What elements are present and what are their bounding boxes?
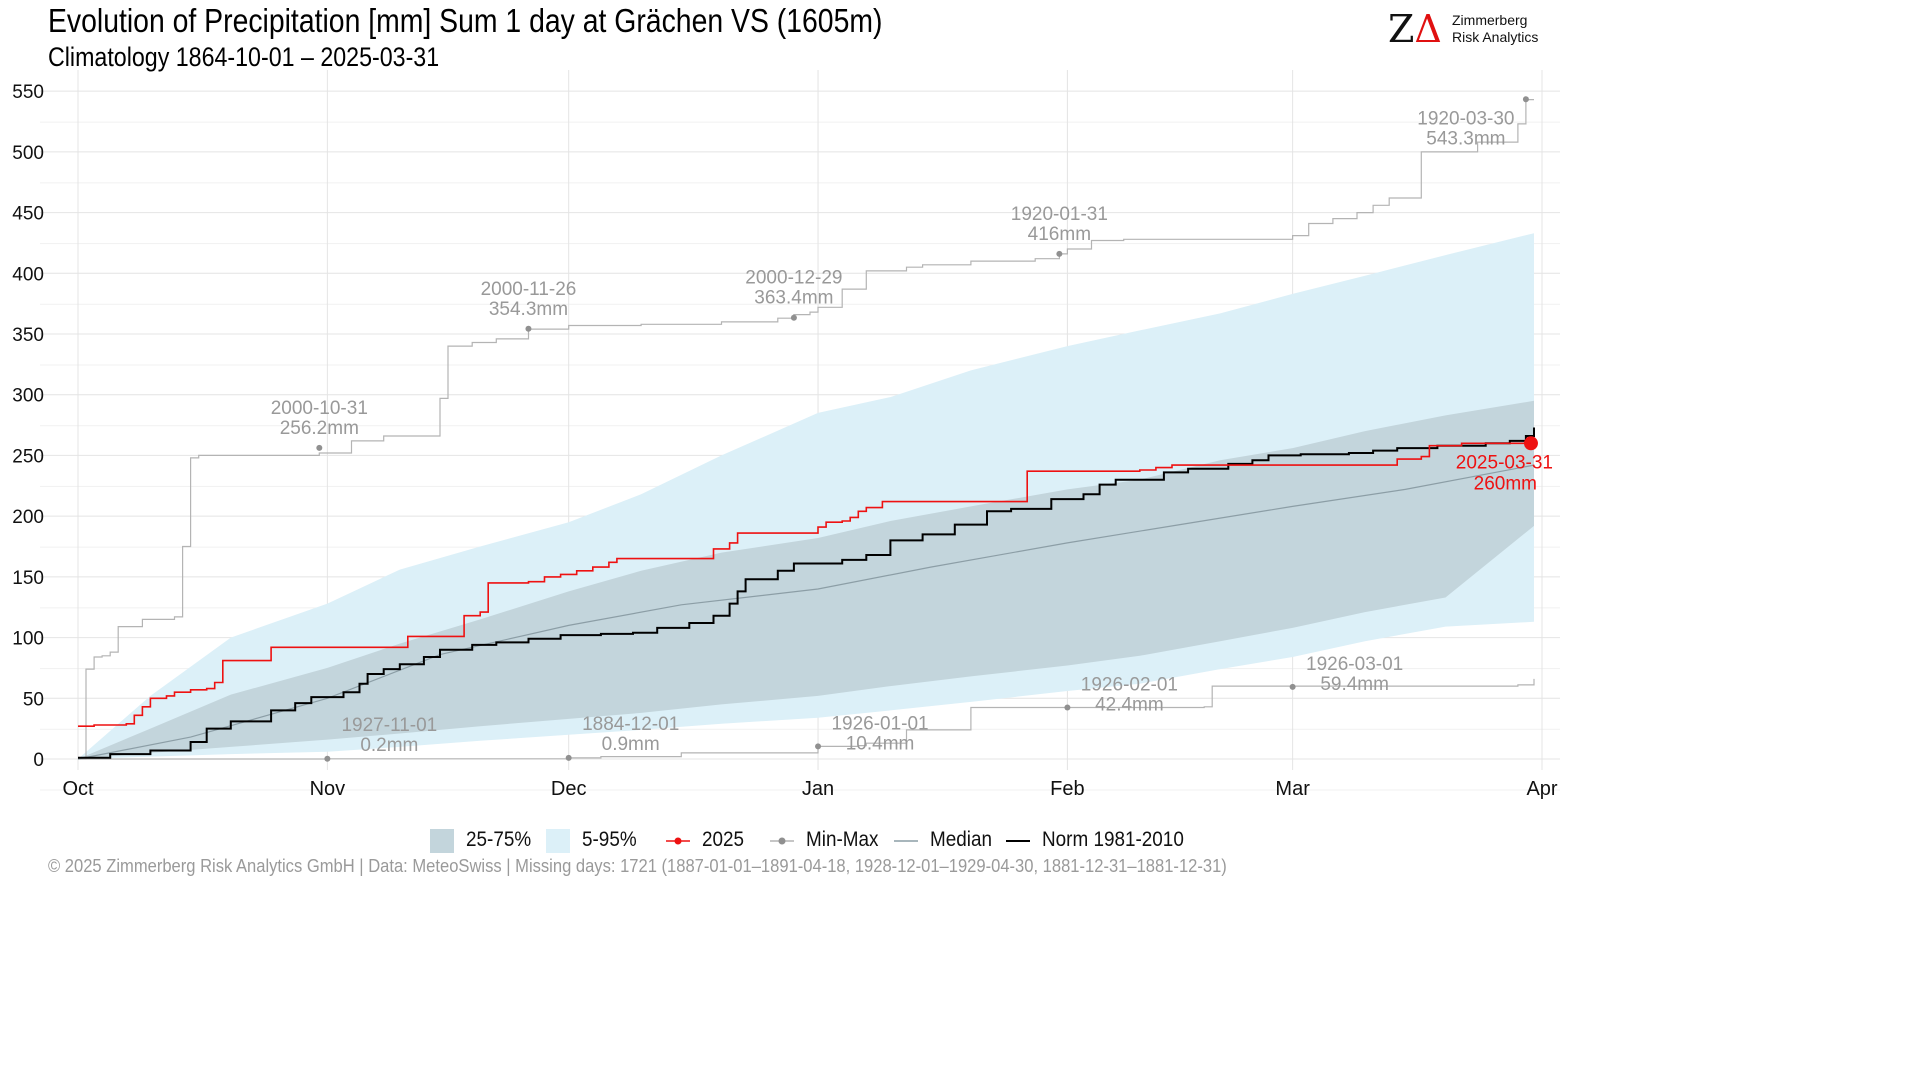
y-tick-label: 250: [12, 446, 44, 467]
minmax-point: [1064, 704, 1071, 711]
minmax-point: [316, 444, 323, 451]
norm-line: [78, 427, 1535, 759]
annotation-value: 59.4mm: [1320, 674, 1389, 695]
legend-key-icon: [666, 837, 690, 845]
annotation-date: 2000-11-26: [481, 279, 577, 300]
y-tick-label: 150: [12, 568, 44, 589]
band-25-75: [78, 400, 1534, 759]
annotation-date: 1884-12-01: [582, 714, 679, 735]
minmax-point: [1056, 250, 1063, 257]
x-tick-label: Oct: [62, 778, 94, 800]
legend-dot: [778, 837, 786, 845]
annotation-date: 1926-02-01: [1081, 675, 1178, 696]
y-tick-label: 550: [12, 82, 44, 103]
annotation-date: 2000-12-29: [745, 268, 842, 289]
annotation-date: 1926-03-01: [1306, 654, 1403, 675]
y-tick-label: 450: [12, 204, 44, 225]
legend-label: Min-Max: [806, 828, 879, 851]
annotation-date: 1920-03-30: [1417, 108, 1514, 129]
y-tick-label: 200: [12, 507, 44, 528]
annotation-value: 42.4mm: [1095, 695, 1164, 716]
annotation-value: 543.3mm: [1426, 128, 1505, 149]
axes: 0 50 100 150 200 250 300 350 400 450 500 550 Oct Nov D…: [12, 82, 1558, 800]
company-logo: ZΔ Zimmerberg Risk Analytics: [1388, 8, 1558, 52]
annotation-value: 363.4mm: [754, 288, 833, 309]
series-2025-line: [78, 442, 1534, 727]
annotation-value: 0.9mm: [602, 734, 660, 755]
max-line: [78, 99, 1534, 760]
current-point: [1523, 436, 1538, 451]
current-value-label: 260mm: [1474, 473, 1537, 494]
annotation-value: 354.3mm: [489, 299, 568, 320]
legend-label: Norm 1981-2010: [1042, 828, 1184, 851]
logo-mark: ZΔ: [1388, 8, 1442, 50]
logo-name: Zimmerberg Risk Analytics: [1452, 12, 1538, 46]
y-tick-label: 350: [12, 325, 44, 346]
legend-dot: [674, 837, 682, 845]
y-tick-label: 300: [12, 386, 44, 407]
x-tick-label: Jan: [802, 778, 834, 800]
x-tick-label: Dec: [551, 778, 587, 800]
y-tick-label: 500: [12, 143, 44, 164]
minmax-point: [1289, 683, 1296, 690]
legend-label: 25-75%: [466, 828, 532, 851]
x-tick-label: Mar: [1275, 778, 1310, 800]
y-tick-label: 100: [12, 629, 44, 650]
x-tick-label: Feb: [1050, 778, 1084, 800]
current-date-label: 2025-03-31: [1456, 452, 1553, 473]
annotation-date: 1920-01-31: [1011, 204, 1108, 225]
legend-key-icon: [430, 829, 454, 853]
minmax-point: [324, 755, 331, 762]
annotation-value: 256.2mm: [280, 418, 359, 439]
logo-delta-icon: Δ: [1414, 7, 1442, 51]
legend-swatch: [430, 829, 454, 853]
minmax-point: [565, 754, 572, 761]
annotation-value: 10.4mm: [846, 733, 915, 754]
y-tick-label: 50: [23, 689, 44, 710]
y-tick-label: 400: [12, 264, 44, 285]
minmax-point: [525, 325, 532, 332]
legend-key-icon: [1006, 840, 1030, 842]
logo-z: Z: [1388, 7, 1415, 51]
chart-title: Evolution of Precipitation [mm] Sum 1 da…: [48, 2, 883, 39]
annotation-date: 2000-10-31: [271, 398, 368, 419]
annotation-date: 1926-01-01: [831, 713, 928, 734]
legend-label: Median: [930, 828, 993, 851]
x-tick-label: Nov: [310, 778, 346, 800]
footer-credits: © 2025 Zimmerberg Risk Analytics GmbH | …: [48, 856, 1227, 876]
median-line: [77, 464, 1535, 760]
x-tick-label: Apr: [1526, 778, 1557, 800]
minmax-point: [815, 743, 822, 750]
logo-line1: Zimmerberg: [1452, 12, 1528, 28]
annotation-value: 0.2mm: [360, 735, 418, 756]
y-tick-label: 0: [33, 750, 44, 771]
legend-label: 2025: [702, 828, 745, 851]
minmax-point: [790, 314, 797, 321]
legend-key-icon: [546, 829, 570, 853]
legend-swatch: [546, 829, 570, 853]
legend-key-icon: [894, 840, 918, 842]
legend-key-icon: [770, 837, 794, 845]
chart-subtitle: Climatology 1864-10-01 – 2025-03-31: [48, 42, 440, 72]
minmax-point: [1522, 96, 1529, 103]
legend-label: 5-95%: [582, 828, 637, 851]
min-line: [78, 678, 1535, 760]
annotation-value: 416mm: [1028, 224, 1091, 245]
annotation-date: 1927-11-01: [341, 715, 437, 736]
logo-line2: Risk Analytics: [1452, 29, 1539, 45]
